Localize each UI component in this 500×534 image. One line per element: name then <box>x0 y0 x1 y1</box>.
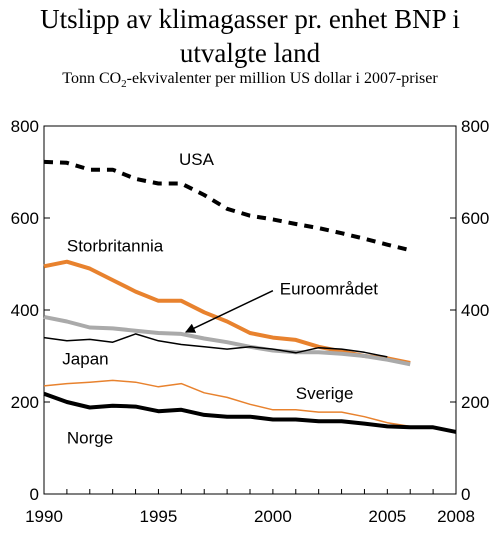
series-label: Norge <box>67 428 113 447</box>
series-label: Storbritannia <box>67 237 164 256</box>
series-label: Euroområdet <box>280 279 379 298</box>
x-tick-label: 1990 <box>25 507 63 526</box>
y-tick-label-left: 0 <box>30 485 39 504</box>
series-line-usa <box>43 159 411 253</box>
series-line-norge <box>43 391 457 434</box>
subtitle-sub: 2 <box>121 78 127 91</box>
x-tick-label: 2000 <box>254 507 292 526</box>
x-tick-label: 2008 <box>437 507 475 526</box>
y-tick-label-right: 600 <box>461 209 489 228</box>
y-tick-label-left: 600 <box>11 209 39 228</box>
chart-title: Utslipp av klimagasser pr. enhet BNP i u… <box>0 2 500 70</box>
x-tick-label: 2005 <box>368 507 406 526</box>
annotation-arrow <box>185 290 274 333</box>
series-label: USA <box>179 150 215 169</box>
title-line-1: Utslipp av klimagasser pr. enhet BNP i <box>40 4 460 34</box>
subtitle-post: -ekvivalenter per million US dollar i 20… <box>126 70 438 87</box>
y-tick-label-left: 800 <box>11 117 39 136</box>
chart-subtitle: Tonn CO2-ekvivalenter per million US dol… <box>0 70 500 90</box>
y-tick-label-right: 200 <box>461 393 489 412</box>
y-tick-label-right: 0 <box>461 485 470 504</box>
y-tick-label-right: 800 <box>461 117 489 136</box>
x-tick-label: 1995 <box>140 507 178 526</box>
series-line-sverige <box>43 379 411 428</box>
title-line-2: utvalgte land <box>179 38 321 68</box>
y-tick-label-right: 400 <box>461 301 489 320</box>
series-line-euroomr-det <box>43 314 411 367</box>
y-tick-label-left: 200 <box>11 393 39 412</box>
series-line-japan <box>43 333 388 358</box>
y-tick-label-left: 400 <box>11 301 39 320</box>
series-label: Sverige <box>296 384 354 403</box>
subtitle-pre: Tonn CO <box>62 70 122 87</box>
series-label: Japan <box>62 349 108 368</box>
